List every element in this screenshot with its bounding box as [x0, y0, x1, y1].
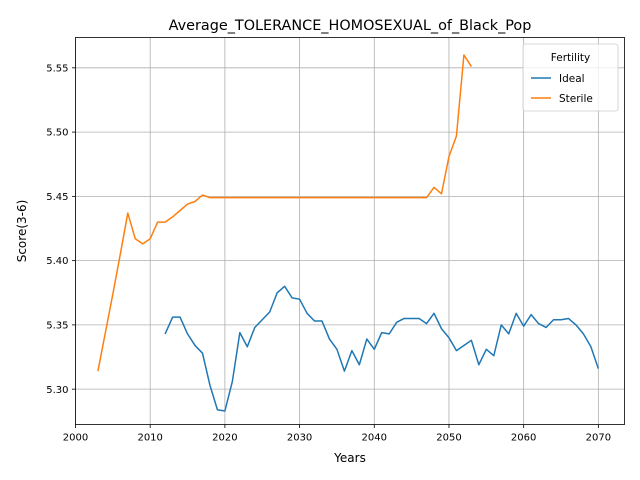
x-tick-label: 2070: [586, 433, 611, 444]
y-tick-label: 5.35: [46, 320, 68, 331]
x-tick-label: 2050: [436, 433, 461, 444]
chart-title: Average_TOLERANCE_HOMOSEXUAL_of_Black_Po…: [169, 18, 532, 34]
y-axis: 5.30 5.35 5.40 5.45 5.50 5.55: [46, 63, 76, 396]
y-tick-label: 5.50: [46, 128, 68, 139]
x-tick-label: 2020: [212, 433, 237, 444]
y-tick-label: 5.30: [46, 385, 68, 396]
x-axis-label: Years: [333, 451, 366, 465]
x-tick-label: 2030: [287, 433, 312, 444]
legend-title: Fertility: [551, 52, 590, 64]
series-layer: [97, 54, 600, 412]
series-line-sterile: [97, 54, 473, 372]
legend-label-sterile: Sterile: [559, 93, 593, 105]
y-tick-label: 5.55: [46, 63, 68, 74]
y-tick-label: 5.40: [46, 256, 68, 267]
x-tick-label: 2060: [511, 433, 536, 444]
series-line-ideal: [164, 285, 600, 412]
x-tick-label: 2010: [137, 433, 162, 444]
x-tick-label: 2040: [362, 433, 387, 444]
y-axis-label: Score(3-6): [15, 200, 29, 263]
y-tick-label: 5.45: [46, 192, 68, 203]
legend-box: [522, 43, 619, 112]
legend: Fertility Ideal Sterile: [522, 43, 619, 112]
plot-area-frame: [75, 37, 625, 425]
x-tick-label: 2000: [63, 433, 88, 444]
legend-label-ideal: Ideal: [559, 73, 585, 85]
x-axis: 2000 2010 2020 2030 2040 2050 2060 2070: [63, 424, 611, 444]
